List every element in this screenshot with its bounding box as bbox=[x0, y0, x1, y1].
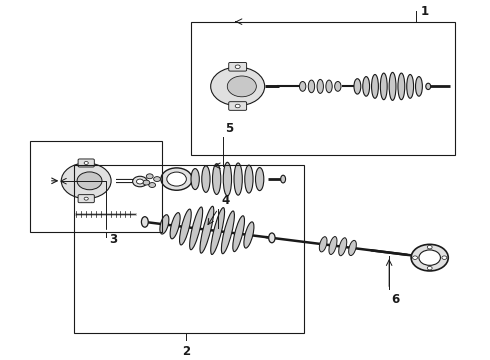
Ellipse shape bbox=[389, 72, 396, 100]
Circle shape bbox=[133, 176, 147, 187]
FancyBboxPatch shape bbox=[78, 195, 94, 203]
Ellipse shape bbox=[190, 207, 203, 250]
Ellipse shape bbox=[160, 215, 169, 234]
Circle shape bbox=[235, 104, 240, 108]
Ellipse shape bbox=[202, 166, 210, 192]
Circle shape bbox=[84, 197, 88, 200]
Ellipse shape bbox=[349, 240, 356, 256]
Circle shape bbox=[84, 162, 88, 165]
Bar bbox=[74, 165, 304, 333]
Ellipse shape bbox=[244, 222, 254, 248]
Circle shape bbox=[211, 67, 265, 106]
Circle shape bbox=[419, 250, 441, 265]
Bar bbox=[191, 22, 455, 154]
Ellipse shape bbox=[329, 237, 337, 255]
Circle shape bbox=[427, 266, 432, 270]
Ellipse shape bbox=[339, 238, 347, 256]
Circle shape bbox=[167, 172, 186, 186]
Circle shape bbox=[235, 65, 240, 68]
Text: 4: 4 bbox=[221, 194, 229, 207]
Text: 2: 2 bbox=[182, 345, 191, 358]
Ellipse shape bbox=[335, 81, 341, 91]
Circle shape bbox=[143, 180, 150, 185]
Ellipse shape bbox=[200, 206, 214, 253]
Circle shape bbox=[154, 177, 160, 181]
Ellipse shape bbox=[416, 77, 422, 96]
Ellipse shape bbox=[354, 79, 361, 94]
Ellipse shape bbox=[398, 73, 405, 100]
Text: 5: 5 bbox=[225, 122, 234, 135]
Ellipse shape bbox=[380, 73, 387, 100]
Text: 3: 3 bbox=[110, 233, 118, 246]
Bar bbox=[30, 141, 162, 231]
Ellipse shape bbox=[281, 175, 286, 183]
Circle shape bbox=[137, 179, 144, 184]
Circle shape bbox=[61, 163, 111, 199]
Circle shape bbox=[442, 256, 447, 260]
FancyBboxPatch shape bbox=[229, 102, 246, 110]
Circle shape bbox=[427, 246, 432, 249]
Circle shape bbox=[227, 76, 256, 97]
Circle shape bbox=[149, 183, 156, 188]
Circle shape bbox=[147, 174, 153, 179]
Ellipse shape bbox=[426, 83, 431, 90]
Ellipse shape bbox=[326, 80, 332, 93]
Ellipse shape bbox=[308, 80, 315, 93]
Ellipse shape bbox=[223, 162, 232, 196]
Ellipse shape bbox=[191, 168, 199, 190]
Ellipse shape bbox=[234, 163, 243, 195]
Circle shape bbox=[411, 244, 448, 271]
Circle shape bbox=[161, 168, 192, 190]
Text: 1: 1 bbox=[421, 5, 429, 18]
Ellipse shape bbox=[299, 81, 306, 91]
Ellipse shape bbox=[363, 77, 369, 96]
Circle shape bbox=[77, 172, 102, 190]
FancyBboxPatch shape bbox=[229, 62, 246, 71]
Text: 6: 6 bbox=[392, 293, 400, 306]
Ellipse shape bbox=[269, 233, 275, 243]
Ellipse shape bbox=[142, 217, 148, 227]
Ellipse shape bbox=[233, 216, 245, 252]
Ellipse shape bbox=[221, 211, 234, 254]
Ellipse shape bbox=[213, 164, 221, 194]
Ellipse shape bbox=[319, 237, 327, 252]
Circle shape bbox=[413, 256, 417, 260]
FancyBboxPatch shape bbox=[78, 159, 94, 167]
Ellipse shape bbox=[211, 208, 224, 255]
Ellipse shape bbox=[317, 80, 323, 93]
Ellipse shape bbox=[371, 75, 378, 98]
Ellipse shape bbox=[255, 167, 264, 190]
Ellipse shape bbox=[407, 75, 414, 98]
Ellipse shape bbox=[179, 209, 191, 245]
Ellipse shape bbox=[245, 165, 253, 193]
Ellipse shape bbox=[170, 213, 180, 239]
